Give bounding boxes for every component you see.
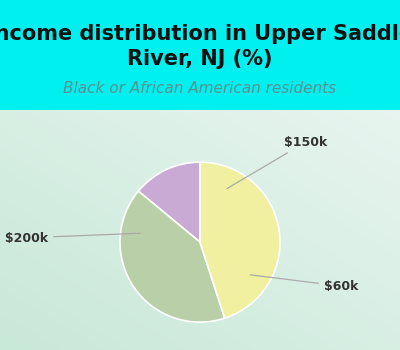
Text: Income distribution in Upper Saddle
River, NJ (%): Income distribution in Upper Saddle Rive… [0,24,400,69]
Wedge shape [138,162,200,242]
Text: $150k: $150k [227,135,327,189]
Wedge shape [200,162,280,318]
Text: > $200k: > $200k [0,232,140,245]
Text: Black or African American residents: Black or African American residents [64,81,336,96]
Wedge shape [120,191,225,322]
Text: $60k: $60k [250,275,358,293]
